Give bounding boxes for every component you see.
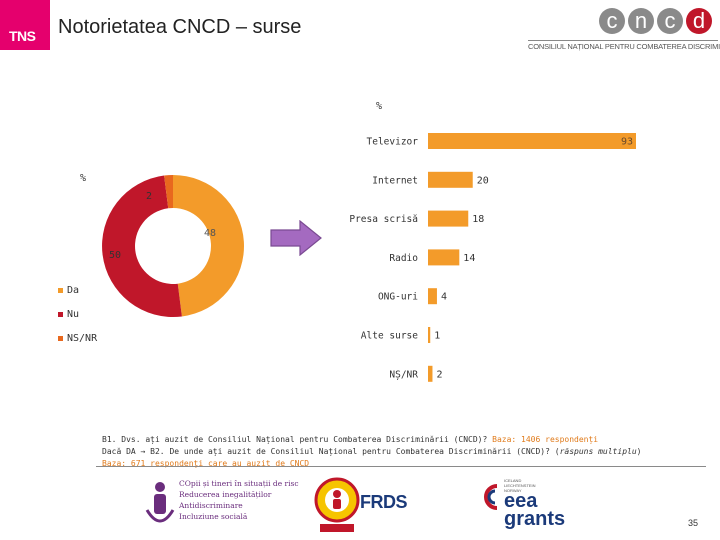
bar-unit-label: % <box>376 101 383 112</box>
eea-country-3: NORWAY <box>504 488 522 493</box>
sponsor-logo-eea: ICELAND LIECHTENSTEIN NORWAY eea grants <box>482 478 582 534</box>
sponsor-program-line-4: Incluziune socială <box>179 512 248 521</box>
sponsor-logo-program: COpii și tineri în situații de risc Redu… <box>145 476 299 532</box>
donut-value-label-nsnr: 2 <box>146 191 152 202</box>
legend-label-nsnr: NS/NR <box>67 332 98 344</box>
legend-item-da: Da <box>58 278 97 302</box>
donut-slice-nsnr <box>164 175 173 209</box>
eea-countries: ICELAND LIECHTENSTEIN NORWAY <box>504 478 536 493</box>
cncd-letter-d: d <box>686 8 712 34</box>
footer-divider <box>96 466 706 467</box>
question-b1: B1. Dvs. ați auzit de Consiliul Național… <box>102 435 493 444</box>
eea-grants-text: eea grants <box>504 490 566 530</box>
legend-item-nsnr: NS/NR <box>58 326 97 350</box>
bar-value-label-televizor: 93 <box>621 137 633 148</box>
bar-altesurse <box>428 327 431 343</box>
eea-swirl-icon <box>484 484 498 510</box>
cncd-subtitle: CONSILIUL NAȚIONAL PENTRU COMBATEREA DIS… <box>528 40 720 51</box>
bar-value-label-presascris: 18 <box>472 214 484 225</box>
question-b2-note: răspuns multiplu <box>559 447 637 456</box>
cncd-letters: c n c d <box>599 8 712 34</box>
donut-legend: Da Nu NS/NR <box>58 278 97 350</box>
donut-chart: 48 50 2 <box>102 175 244 317</box>
legend-item-nu: Nu <box>58 302 97 326</box>
arrow-right-icon: → <box>140 447 146 456</box>
eea-country-2: LIECHTENSTEIN <box>504 483 536 488</box>
question-line-2: Dacă DA → B2. De unde ați auzit de Consi… <box>102 446 641 458</box>
bar-presascris <box>428 210 469 227</box>
bar-televizor <box>428 133 636 149</box>
cncd-logo: c n c d CONSILIUL NAȚIONAL PENTRU COMBAT… <box>528 8 720 52</box>
frds-emblem-icon <box>314 477 360 532</box>
bar-value-label-onguri: 4 <box>441 292 447 303</box>
eea-text: eea <box>504 490 538 512</box>
tns-logo-text: TNS <box>9 28 36 44</box>
legend-swatch-nsnr <box>58 335 63 341</box>
eea-country-1: ICELAND <box>504 478 522 483</box>
tns-logo: TNS <box>0 0 50 50</box>
question-line-1: B1. Dvs. ați auzit de Consiliul Național… <box>102 434 641 446</box>
bar-internet <box>428 171 473 188</box>
sources-bar-chart: Televizor 93 Internet 20 Presa scrisă 18 Radio… <box>350 133 636 382</box>
legend-label-nu: Nu <box>67 308 80 320</box>
bar-nnr <box>428 365 433 382</box>
sponsor-program-line-2: Reducerea inegalităților <box>179 490 272 499</box>
question-b2-prefix: Dacă DA <box>102 447 141 456</box>
grants-text: grants <box>504 508 566 530</box>
question-b1-base: Baza: 1406 respondenți <box>492 435 599 444</box>
donut-slice-da <box>173 175 244 317</box>
cncd-letter-c2: c <box>657 8 683 34</box>
legend-swatch-da <box>58 287 63 293</box>
bar-category-label-onguri: ONG-uri <box>378 292 418 303</box>
bar-onguri <box>428 288 437 305</box>
question-b2-close: ) <box>636 447 642 456</box>
bar-category-label-nnr: NȘ/NR <box>389 369 418 380</box>
cncd-letter-n: n <box>628 8 654 34</box>
page-number: 35 <box>687 518 698 528</box>
donut-slice-nu <box>102 175 182 317</box>
cncd-letter-c1: c <box>599 8 625 34</box>
legend-swatch-nu <box>58 311 63 317</box>
frds-text: FRDS <box>360 492 408 512</box>
sponsor-program-text: COpii și tineri în situații de risc Redu… <box>179 478 299 522</box>
bar-category-label-televizor: Televizor <box>367 137 419 148</box>
bar-category-label-radio: Radio <box>389 253 418 264</box>
bar-category-label-internet: Internet <box>372 175 418 186</box>
right-arrow-icon <box>270 220 322 256</box>
people-icon <box>145 482 175 523</box>
bar-value-label-altesurse: 1 <box>434 331 440 342</box>
bar-value-label-internet: 20 <box>477 175 489 186</box>
bar-value-label-radio: 14 <box>463 253 475 264</box>
bar-category-label-altesurse: Alte surse <box>361 331 418 342</box>
sponsor-logo-frds: FRDS <box>312 474 412 536</box>
page-title: Notorietatea CNCD – surse <box>58 16 302 38</box>
question-text: B1. Dvs. ați auzit de Consiliul Național… <box>102 434 641 470</box>
donut-value-label-nu: 50 <box>109 250 121 261</box>
bar-value-label-nnr: 2 <box>436 369 442 380</box>
sponsor-program-line-1: COpii și tineri în situații de risc <box>179 479 299 488</box>
legend-label-da: Da <box>67 284 80 296</box>
question-b2-base: Baza: 671 respondenți care au auzit de C… <box>102 459 310 468</box>
sponsor-program-line-3: Antidiscriminare <box>179 501 243 510</box>
bar-radio <box>428 249 460 266</box>
question-b2: B2. De unde ați auzit de Consiliul Națio… <box>145 447 560 456</box>
donut-unit-label: % <box>80 173 87 184</box>
bar-category-label-presascris: Presa scrisă <box>350 214 418 225</box>
donut-value-label-da: 48 <box>204 228 216 239</box>
